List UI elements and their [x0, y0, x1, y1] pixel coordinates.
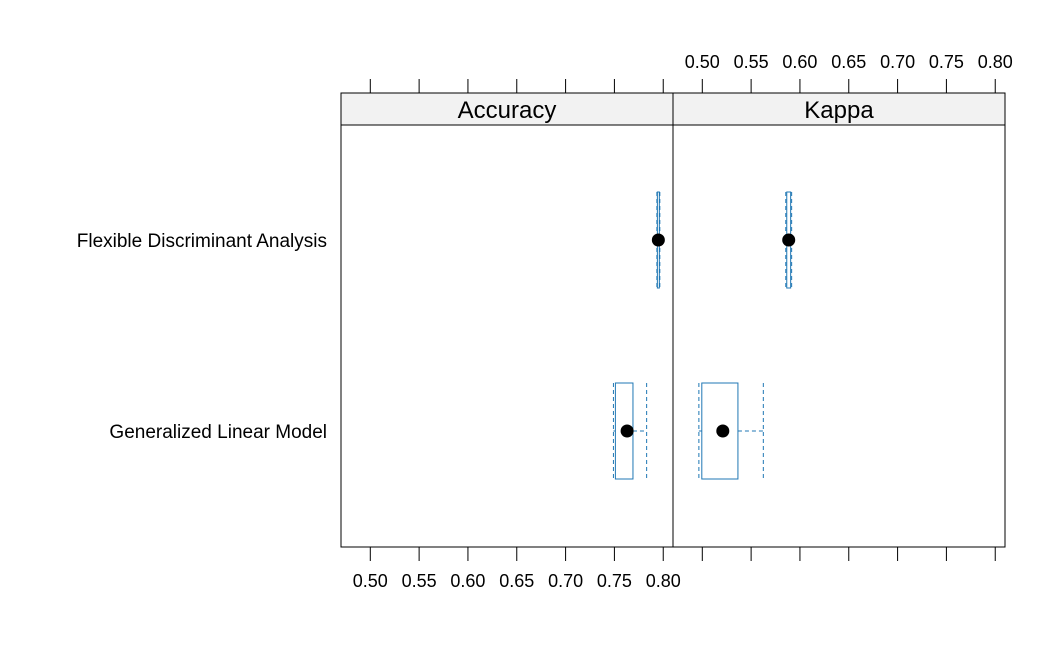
tick-label: 0.50: [685, 52, 720, 72]
tick-label: 0.70: [880, 52, 915, 72]
tick-label: 0.55: [402, 571, 437, 591]
tick-label: 0.75: [929, 52, 964, 72]
panel-strip: [672, 92, 1006, 126]
category-label: Flexible Discriminant Analysis: [77, 231, 327, 252]
median-point: [620, 424, 634, 438]
tick-label: 0.70: [548, 571, 583, 591]
tick-label: 0.80: [978, 52, 1013, 72]
tick-label: 0.80: [646, 571, 681, 591]
panel-strip-label: Accuracy: [458, 97, 557, 124]
panel-frame: [340, 124, 674, 548]
tick-label: 0.65: [831, 52, 866, 72]
tick-label: 0.50: [353, 571, 388, 591]
median-point: [716, 424, 730, 438]
tick-label: 0.60: [782, 52, 817, 72]
tick-label: 0.65: [499, 571, 534, 591]
tick-label: 0.75: [597, 571, 632, 591]
median-point: [651, 233, 665, 247]
panel-strip-label: Kappa: [804, 97, 874, 124]
tick-label: 0.55: [734, 52, 769, 72]
category-label: Generalized Linear Model: [109, 422, 327, 443]
median-point: [782, 233, 796, 247]
panel-strip: [340, 92, 674, 126]
tick-label: 0.60: [450, 571, 485, 591]
box: [701, 382, 739, 480]
panel-frame: [672, 124, 1006, 548]
